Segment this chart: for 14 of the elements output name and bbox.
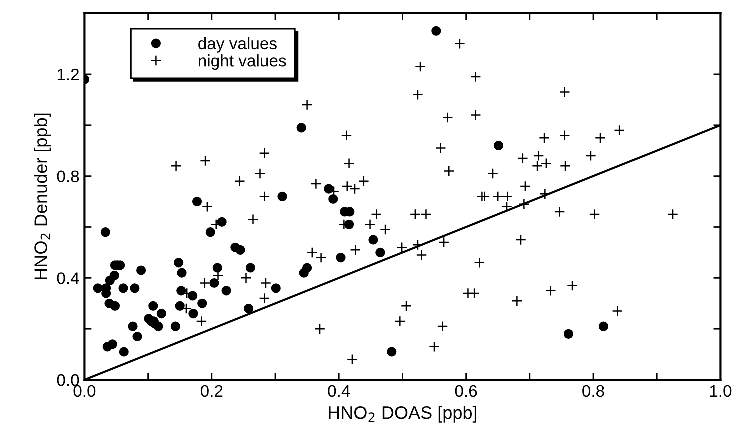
y-tick-label: 0.8: [57, 170, 80, 183]
y-tick-label: 0.4: [57, 272, 80, 284]
legend-label: day values: [198, 37, 277, 53]
x-tick-label: 0.2: [200, 385, 223, 398]
x-tick-label: 0.6: [455, 385, 478, 398]
x-tick-label: 0.8: [582, 385, 604, 398]
x-tick-label: 0.4: [328, 385, 350, 398]
y-tick-label: 0.0: [57, 374, 80, 386]
x-tick-label: 0.0: [74, 385, 96, 398]
y-tick-label: 1.2: [58, 68, 80, 80]
legend-label: night values: [198, 54, 286, 70]
y-axis-title: HNO$_{2}$ Denuder [ppb]: [34, 114, 51, 280]
x-axis-title: HNO$_{2}$ DOAS [ppb]: [329, 406, 476, 423]
x-tick-label: 1.0: [710, 385, 732, 398]
